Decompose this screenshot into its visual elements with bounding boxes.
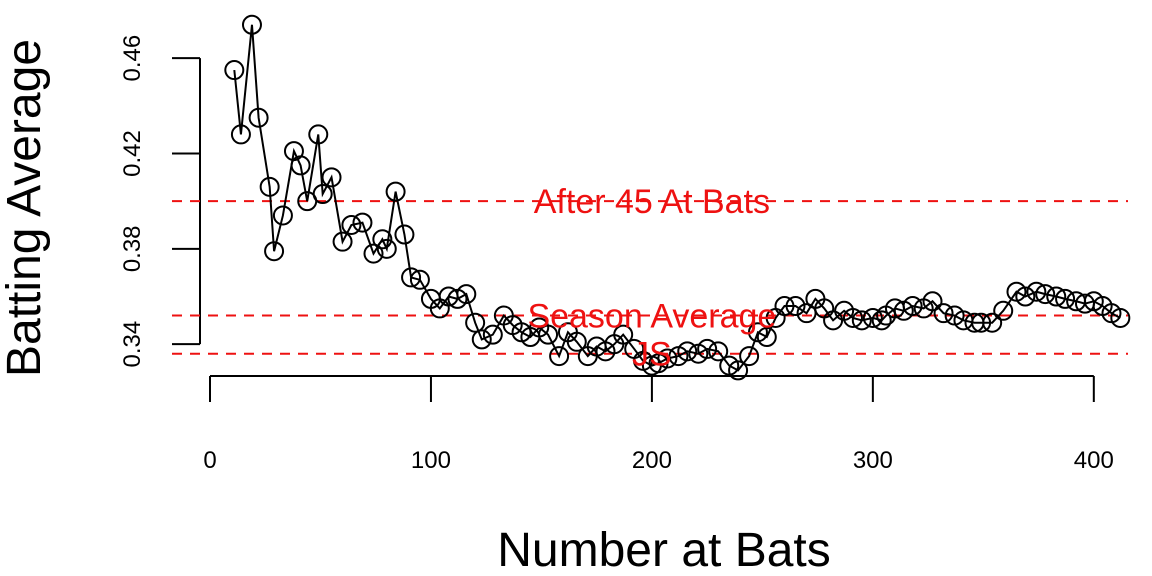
x-tick-label: 300 [853,447,893,474]
data-point [756,327,777,348]
data-point [708,341,729,362]
x-axis-title: Number at Bats [497,524,830,576]
data-point [871,310,892,331]
data-point [933,303,954,324]
data-point [332,231,353,252]
data-point [465,312,486,333]
x-tick-label: 0 [203,447,216,474]
data-point [1015,286,1036,307]
data-point [566,331,587,352]
data-point [902,296,923,317]
x-tick-label: 200 [632,447,672,474]
data-point [385,181,406,202]
data-series [224,14,1131,381]
x-tick-label: 100 [411,447,451,474]
data-point [259,176,280,197]
data-point [549,346,570,367]
series-line [233,24,1121,372]
data-point [1026,281,1047,302]
data-point [272,205,293,226]
data-point [321,167,342,188]
data-point [363,243,384,264]
data-point [290,155,311,176]
data-point [372,229,393,250]
data-point [862,307,883,328]
data-point [613,324,634,345]
data-point [922,291,943,312]
reference-label: After 45 At Bats [534,183,770,221]
data-point [1046,286,1067,307]
data-point [842,307,863,328]
data-point [341,214,362,235]
data-point [982,312,1003,333]
y-tick-label: 0.42 [119,130,146,177]
x-tick-label: 400 [1074,447,1114,474]
data-point [248,107,269,128]
data-point [308,124,329,145]
x-axis: 0 100 200 300 400 [203,375,1114,474]
data-point [312,184,333,204]
data-point [785,296,806,317]
data-point [739,346,760,367]
y-tick-label: 0.34 [119,321,146,368]
data-point [851,310,872,331]
y-axis: 0.34 0.38 0.42 0.46 [119,35,201,368]
data-point [409,269,430,290]
data-point [352,212,373,233]
y-axis-title: Batting Average [0,39,51,377]
data-point [264,241,285,262]
data-point [1055,288,1076,309]
y-tick-label: 0.46 [119,35,146,82]
data-point [774,296,795,317]
data-point [657,348,678,369]
data-point [1110,307,1131,328]
data-point [456,284,477,305]
data-point [538,324,559,345]
data-point [241,14,262,35]
data-point [993,300,1014,321]
data-point [728,360,749,381]
data-point [224,60,245,81]
data-point [677,341,698,362]
data-point [971,312,992,333]
data-point [482,324,503,345]
data-point [230,124,251,145]
data-point [394,224,415,245]
data-point [376,238,397,259]
y-tick-label: 0.38 [119,225,146,272]
data-point [697,338,718,359]
reference-label: JS [632,336,672,374]
data-point [1035,284,1056,305]
data-point [471,329,492,350]
reference-label: Season Average [527,298,776,336]
data-point [401,267,422,288]
